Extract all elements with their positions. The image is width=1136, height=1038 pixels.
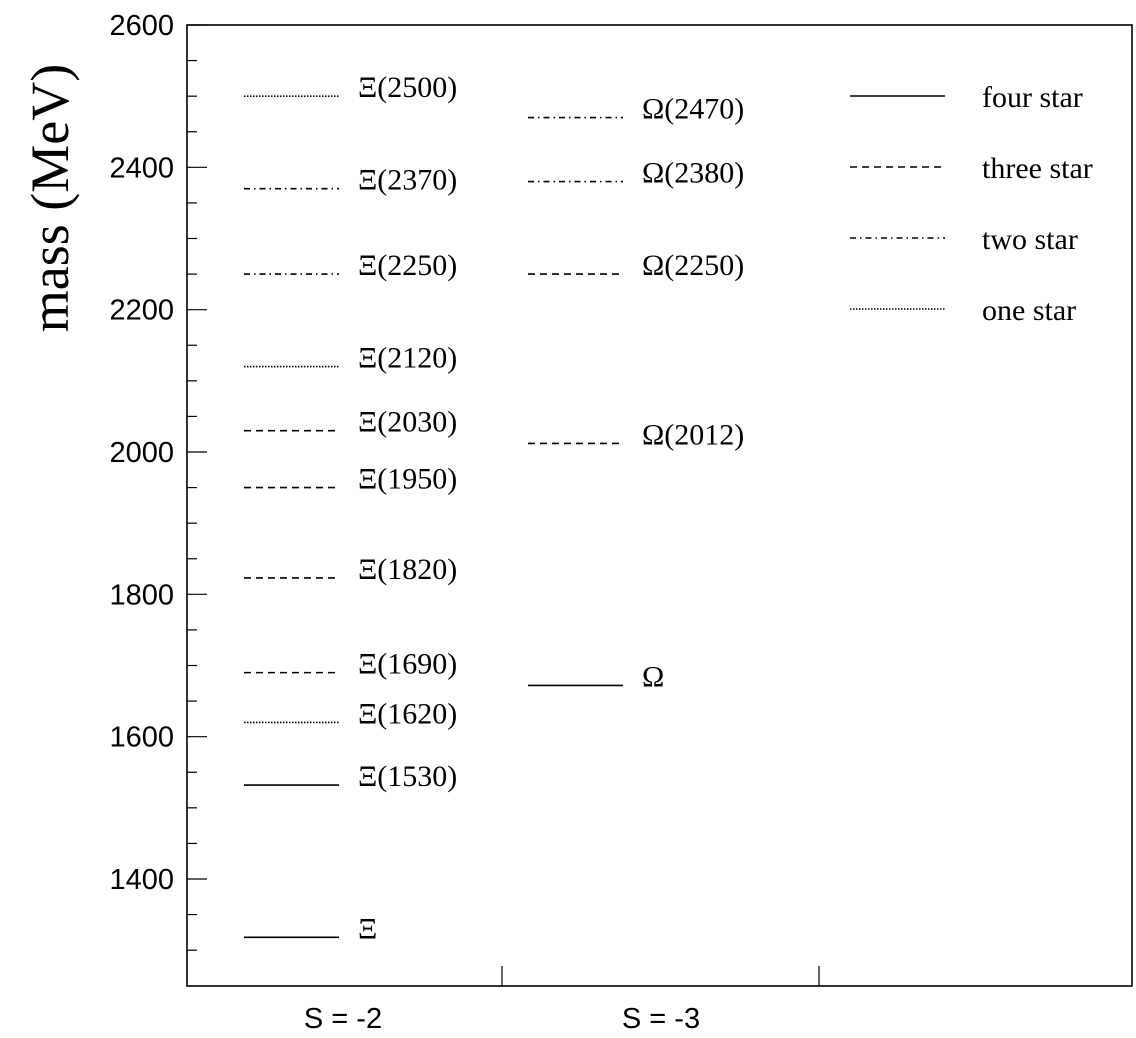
y-tick-label: 2400 (109, 152, 174, 184)
level-label: Ξ(1620) (358, 697, 457, 730)
level-label: Ξ(1530) (358, 760, 457, 793)
y-tick-label: 1600 (109, 722, 174, 754)
level-label: Ξ(1690) (358, 648, 457, 681)
mass-levels: Ξ Ξ(1530) Ξ(1620) Ξ(1690) Ξ(1820) Ξ(1950) Ξ(20… (244, 71, 744, 945)
level-label: Ξ(2120) (358, 342, 457, 375)
category-label: S = -3 (622, 1003, 700, 1035)
level-label: Ξ (358, 912, 377, 945)
legend-label: one star (982, 294, 1076, 327)
legend-label: four star (982, 81, 1083, 114)
y-axis-label: mass (MeV) (20, 64, 80, 332)
level-label: Ω(2470) (642, 93, 744, 126)
y-tick-label: 2600 (109, 10, 174, 42)
level-label: Ξ(2250) (358, 249, 457, 282)
level-label: Ξ(1820) (358, 553, 457, 586)
level-label: Ω (642, 660, 664, 693)
y-tick-label: 1800 (109, 579, 174, 611)
y-tick-label: 2000 (109, 437, 174, 469)
y-tick-label: 2200 (109, 295, 174, 327)
level-label: Ξ(2370) (358, 164, 457, 197)
level-label: Ω(2012) (642, 418, 744, 451)
y-axis-ticks: 1400 1600 1800 2000 2200 2400 2600 (109, 10, 207, 951)
level-label: Ξ(2500) (358, 71, 457, 104)
plot-frame (186, 24, 1133, 987)
level-label: Ω(2380) (642, 157, 744, 190)
level-label: Ξ(2030) (358, 406, 457, 439)
legend-label: three star (982, 152, 1093, 185)
y-tick-label: 1400 (109, 864, 174, 896)
legend: four star three star two star one star (850, 81, 1093, 327)
category-dividers (501, 966, 820, 986)
category-label: S = -2 (304, 1003, 382, 1035)
category-labels: S = -2 S = -3 (304, 1003, 700, 1035)
level-label: Ξ(1950) (358, 463, 457, 496)
level-label: Ω(2250) (642, 249, 744, 282)
legend-label: two star (982, 223, 1078, 256)
